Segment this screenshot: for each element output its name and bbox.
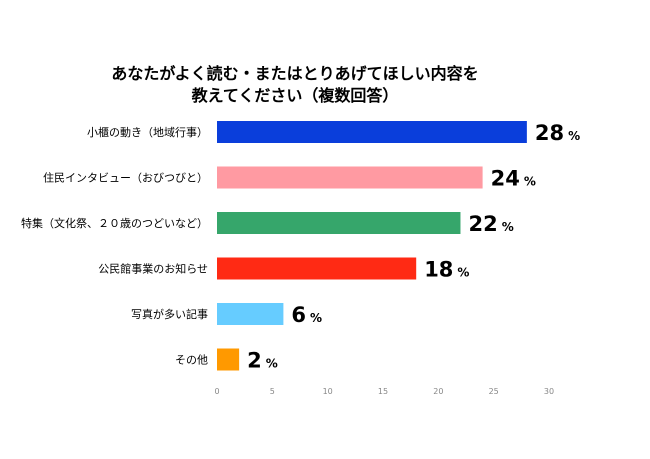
- x-tick-label: 5: [270, 387, 275, 396]
- x-tick-label: 15: [378, 387, 388, 396]
- x-tick-label: 30: [544, 387, 554, 396]
- bar: [217, 166, 483, 189]
- value-unit: %: [457, 266, 469, 280]
- bar: [217, 257, 417, 280]
- value-label: 6%: [291, 303, 322, 327]
- category-label: 写真が多い記事: [131, 307, 208, 321]
- bar: [217, 121, 527, 143]
- chart-title-line1: あなたがよく読む・またはとりあげてほしい内容を: [111, 64, 479, 83]
- category-label: 住民インタビュー（おびつびと）: [43, 171, 208, 185]
- value-label: 24%: [491, 167, 536, 191]
- value-unit: %: [310, 311, 322, 325]
- bar: [217, 348, 240, 371]
- x-tick-label: 0: [214, 387, 219, 396]
- x-tick-label: 25: [489, 387, 499, 396]
- category-label: 特集（文化祭、２０歳のつどいなど）: [21, 216, 208, 230]
- value-label: 28%: [535, 121, 580, 145]
- category-label: 公民館事業のお知らせ: [98, 262, 208, 276]
- bar: [217, 212, 461, 234]
- category-label: 小櫃の動き（地域行事）: [87, 125, 208, 139]
- x-tick-label: 20: [433, 387, 443, 396]
- chart-title-line2: 教えてください（複数回答）: [191, 86, 399, 105]
- bar: [217, 303, 284, 325]
- value-label: 2%: [247, 349, 278, 373]
- value-unit: %: [266, 357, 278, 371]
- category-label: その他: [175, 354, 208, 367]
- x-tick-label: 10: [323, 387, 333, 396]
- value-label: 18%: [424, 258, 469, 282]
- value-unit: %: [568, 129, 580, 143]
- value-unit: %: [524, 175, 536, 189]
- value-unit: %: [502, 220, 514, 234]
- value-label: 22%: [468, 212, 513, 236]
